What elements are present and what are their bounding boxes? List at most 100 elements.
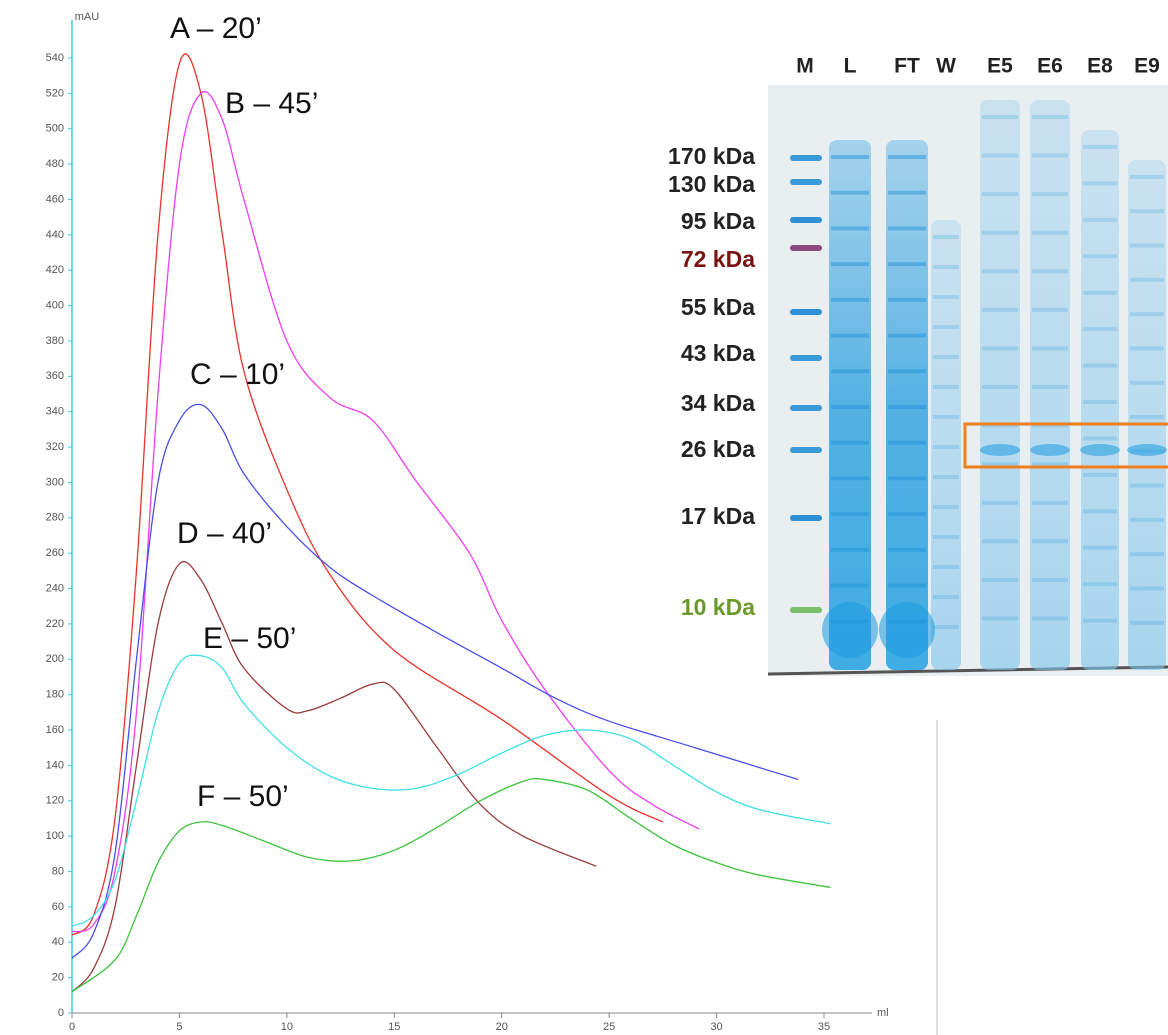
gel-band xyxy=(1032,192,1068,196)
gel-band xyxy=(831,334,869,338)
series-label: F – 50’ xyxy=(197,780,289,813)
gel-band xyxy=(831,476,869,480)
series-line xyxy=(72,779,830,992)
gel-band xyxy=(1130,518,1164,522)
gel-band xyxy=(982,115,1018,119)
y-tick-label: 320 xyxy=(46,441,64,453)
gel-band xyxy=(982,539,1018,543)
y-tick-label: 500 xyxy=(46,123,64,135)
y-tick-label: 520 xyxy=(46,87,64,99)
marker-label: 170 kDa xyxy=(668,143,755,169)
gel-band xyxy=(1083,327,1117,331)
gel-band xyxy=(1083,509,1117,513)
gel-band xyxy=(1083,619,1117,623)
y-tick-label: 380 xyxy=(46,335,64,347)
marker-band xyxy=(790,309,822,315)
gel-band xyxy=(831,226,869,230)
x-tick-label: 10 xyxy=(281,1021,293,1033)
gel-band xyxy=(831,191,869,195)
marker-band xyxy=(790,155,822,161)
gel-band xyxy=(1032,539,1068,543)
gel-band xyxy=(933,265,959,269)
x-tick-label: 0 xyxy=(69,1021,75,1033)
marker-band xyxy=(790,515,822,521)
series-line xyxy=(72,54,663,935)
marker-label: 26 kDa xyxy=(681,436,755,462)
gel-band xyxy=(1130,586,1164,590)
gel-band xyxy=(831,298,869,302)
gel-band xyxy=(1032,501,1068,505)
gel-band xyxy=(1032,308,1068,312)
series-line xyxy=(72,655,830,926)
gel-band xyxy=(1130,278,1164,282)
gel-band xyxy=(888,369,926,373)
lane-label: E8 xyxy=(1087,55,1113,78)
y-tick-label: 300 xyxy=(46,476,64,488)
series-label: B – 45’ xyxy=(225,87,318,120)
gel-band xyxy=(888,476,926,480)
lane-label: L xyxy=(844,55,857,78)
gel-band xyxy=(1083,291,1117,295)
lane-label: E9 xyxy=(1134,55,1160,78)
y-tick-label: 460 xyxy=(46,193,64,205)
gel-band xyxy=(1130,175,1164,179)
gel-band xyxy=(933,325,959,329)
marker-label: 10 kDa xyxy=(681,594,755,620)
x-axis-label: ml xyxy=(877,1007,889,1019)
gel-band xyxy=(982,269,1018,273)
gel-band xyxy=(982,578,1018,582)
marker-label: 17 kDa xyxy=(681,503,755,529)
y-tick-label: 40 xyxy=(52,936,64,948)
gel-band xyxy=(888,155,926,159)
marker-band xyxy=(790,607,822,613)
marker-band xyxy=(790,217,822,223)
gel-band xyxy=(1083,436,1117,440)
gel-band xyxy=(982,501,1018,505)
gel-blob xyxy=(879,602,935,658)
series-line xyxy=(72,404,798,958)
gel-band xyxy=(982,308,1018,312)
gel-band xyxy=(1032,154,1068,158)
gel-band xyxy=(831,512,869,516)
gel-band xyxy=(831,262,869,266)
gel-band xyxy=(933,295,959,299)
gel-band xyxy=(1032,115,1068,119)
marker-band xyxy=(790,447,822,453)
marker-label: 34 kDa xyxy=(681,390,755,416)
x-tick-label: 5 xyxy=(176,1021,182,1033)
gel-band xyxy=(888,262,926,266)
gel-band xyxy=(933,475,959,479)
gel-band xyxy=(982,346,1018,350)
gel-band xyxy=(1083,364,1117,368)
gel-band xyxy=(933,355,959,359)
y-tick-label: 340 xyxy=(46,406,64,418)
gel-blob xyxy=(1080,444,1120,456)
gel-band xyxy=(1130,312,1164,316)
x-tick-label: 20 xyxy=(496,1021,508,1033)
gel-band xyxy=(933,595,959,599)
gel-band xyxy=(982,192,1018,196)
gel-image xyxy=(768,85,1168,676)
y-tick-label: 80 xyxy=(52,865,64,877)
y-tick-label: 360 xyxy=(46,370,64,382)
gel-band xyxy=(933,385,959,389)
gel-band xyxy=(1130,484,1164,488)
gel-band xyxy=(888,298,926,302)
gel-band xyxy=(1032,578,1068,582)
gel-band xyxy=(1130,381,1164,385)
gel-band xyxy=(1083,473,1117,477)
y-tick-label: 180 xyxy=(46,689,64,701)
gel-blob xyxy=(1030,444,1070,456)
gel-band xyxy=(888,548,926,552)
marker-band xyxy=(790,405,822,411)
y-tick-label: 540 xyxy=(46,52,64,64)
gel-band xyxy=(933,235,959,239)
gel-band xyxy=(1032,269,1068,273)
marker-label: 55 kDa xyxy=(681,294,755,320)
x-tick-label: 30 xyxy=(710,1021,722,1033)
gel-band xyxy=(888,334,926,338)
y-tick-label: 440 xyxy=(46,229,64,241)
figure: mAU ml 020406080100120140160180200220240… xyxy=(0,0,1168,1035)
y-tick-label: 160 xyxy=(46,724,64,736)
gel-band xyxy=(1083,218,1117,222)
